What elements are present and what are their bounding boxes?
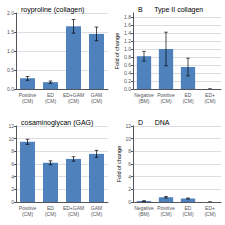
svg-text:(CM): (CM) <box>68 211 79 217</box>
svg-text:ED+: ED+ <box>205 92 215 98</box>
svg-text:(CM): (CM) <box>204 211 215 217</box>
svg-text:(CM): (CM) <box>68 98 79 104</box>
svg-text:1.0: 1.0 <box>124 46 131 52</box>
svg-text:0: 0 <box>11 199 14 205</box>
svg-text:Negative: Negative <box>134 205 154 211</box>
svg-text:(CM): (CM) <box>91 211 102 217</box>
svg-text:ED+GAM: ED+GAM <box>62 205 85 211</box>
svg-text:GAM: GAM <box>90 92 103 98</box>
svg-text:0.0: 0.0 <box>7 86 14 92</box>
svg-text:2.0: 2.0 <box>7 10 14 16</box>
svg-text:Fold of change: Fold of change <box>114 33 120 69</box>
svg-text:4: 4 <box>128 174 131 180</box>
svg-text:ED: ED <box>47 92 54 98</box>
svg-text:ED: ED <box>47 205 54 211</box>
svg-text:2: 2 <box>128 186 131 192</box>
svg-text:0.4: 0.4 <box>124 70 131 76</box>
svg-text:(BM): (BM) <box>139 211 150 217</box>
svg-text:GAM: GAM <box>90 205 103 211</box>
svg-text:Positive: Positive <box>18 205 37 211</box>
svg-text:ED: ED <box>184 92 192 98</box>
svg-text:2: 2 <box>11 186 14 192</box>
svg-text:6: 6 <box>11 161 14 167</box>
svg-text:Fold of change: Fold of change <box>116 146 122 182</box>
svg-text:(CM): (CM) <box>45 98 56 104</box>
svg-text:0.5: 0.5 <box>7 67 14 73</box>
svg-text:8: 8 <box>11 148 14 154</box>
svg-text:0.0: 0.0 <box>124 86 131 92</box>
svg-text:ED+GAM: ED+GAM <box>62 92 85 98</box>
svg-text:Negative: Negative <box>134 92 154 98</box>
svg-text:0.6: 0.6 <box>124 62 131 68</box>
svg-text:(CM): (CM) <box>182 98 193 104</box>
svg-text:12: 12 <box>8 123 14 129</box>
svg-text:(CM): (CM) <box>182 211 193 217</box>
svg-text:1.4: 1.4 <box>124 30 131 36</box>
svg-text:0.8: 0.8 <box>124 54 131 60</box>
svg-text:cosaminoglycan (GAG): cosaminoglycan (GAG) <box>21 119 93 127</box>
svg-text:1.8: 1.8 <box>124 14 131 20</box>
svg-text:Positive: Positive <box>157 205 175 211</box>
svg-text:12: 12 <box>125 123 131 129</box>
svg-text:0: 0 <box>128 199 131 205</box>
svg-text:(CM): (CM) <box>22 211 33 217</box>
svg-text:(CM): (CM) <box>160 98 171 104</box>
svg-text:10: 10 <box>125 136 131 142</box>
svg-text:(CM): (CM) <box>22 98 33 104</box>
svg-text:D DNA: D DNA <box>138 119 170 126</box>
svg-text:(CM): (CM) <box>45 211 56 217</box>
svg-text:1.2: 1.2 <box>124 38 131 44</box>
svg-text:Positive: Positive <box>18 92 37 98</box>
svg-text:6: 6 <box>128 161 131 167</box>
svg-text:1.5: 1.5 <box>7 29 14 35</box>
svg-text:B Type II collagen: B Type II collagen <box>138 6 203 14</box>
svg-text:8: 8 <box>128 148 131 154</box>
svg-text:10: 10 <box>8 136 14 142</box>
svg-text:0.2: 0.2 <box>124 78 131 84</box>
svg-text:4: 4 <box>11 174 14 180</box>
svg-text:ED+: ED+ <box>205 205 215 211</box>
svg-text:Positive: Positive <box>157 92 175 98</box>
svg-text:1.0: 1.0 <box>7 48 14 54</box>
svg-text:(CM): (CM) <box>160 211 171 217</box>
svg-text:ED: ED <box>184 205 192 211</box>
svg-text:(BM): (BM) <box>139 98 150 104</box>
svg-text:(CM): (CM) <box>204 98 215 104</box>
svg-text:(CM): (CM) <box>91 98 102 104</box>
svg-text:royproline (collagen): royproline (collagen) <box>21 6 84 14</box>
svg-text:1.6: 1.6 <box>124 22 131 28</box>
